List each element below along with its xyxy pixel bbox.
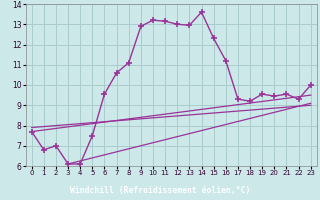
Text: Windchill (Refroidissement éolien,°C): Windchill (Refroidissement éolien,°C) [70,186,250,196]
